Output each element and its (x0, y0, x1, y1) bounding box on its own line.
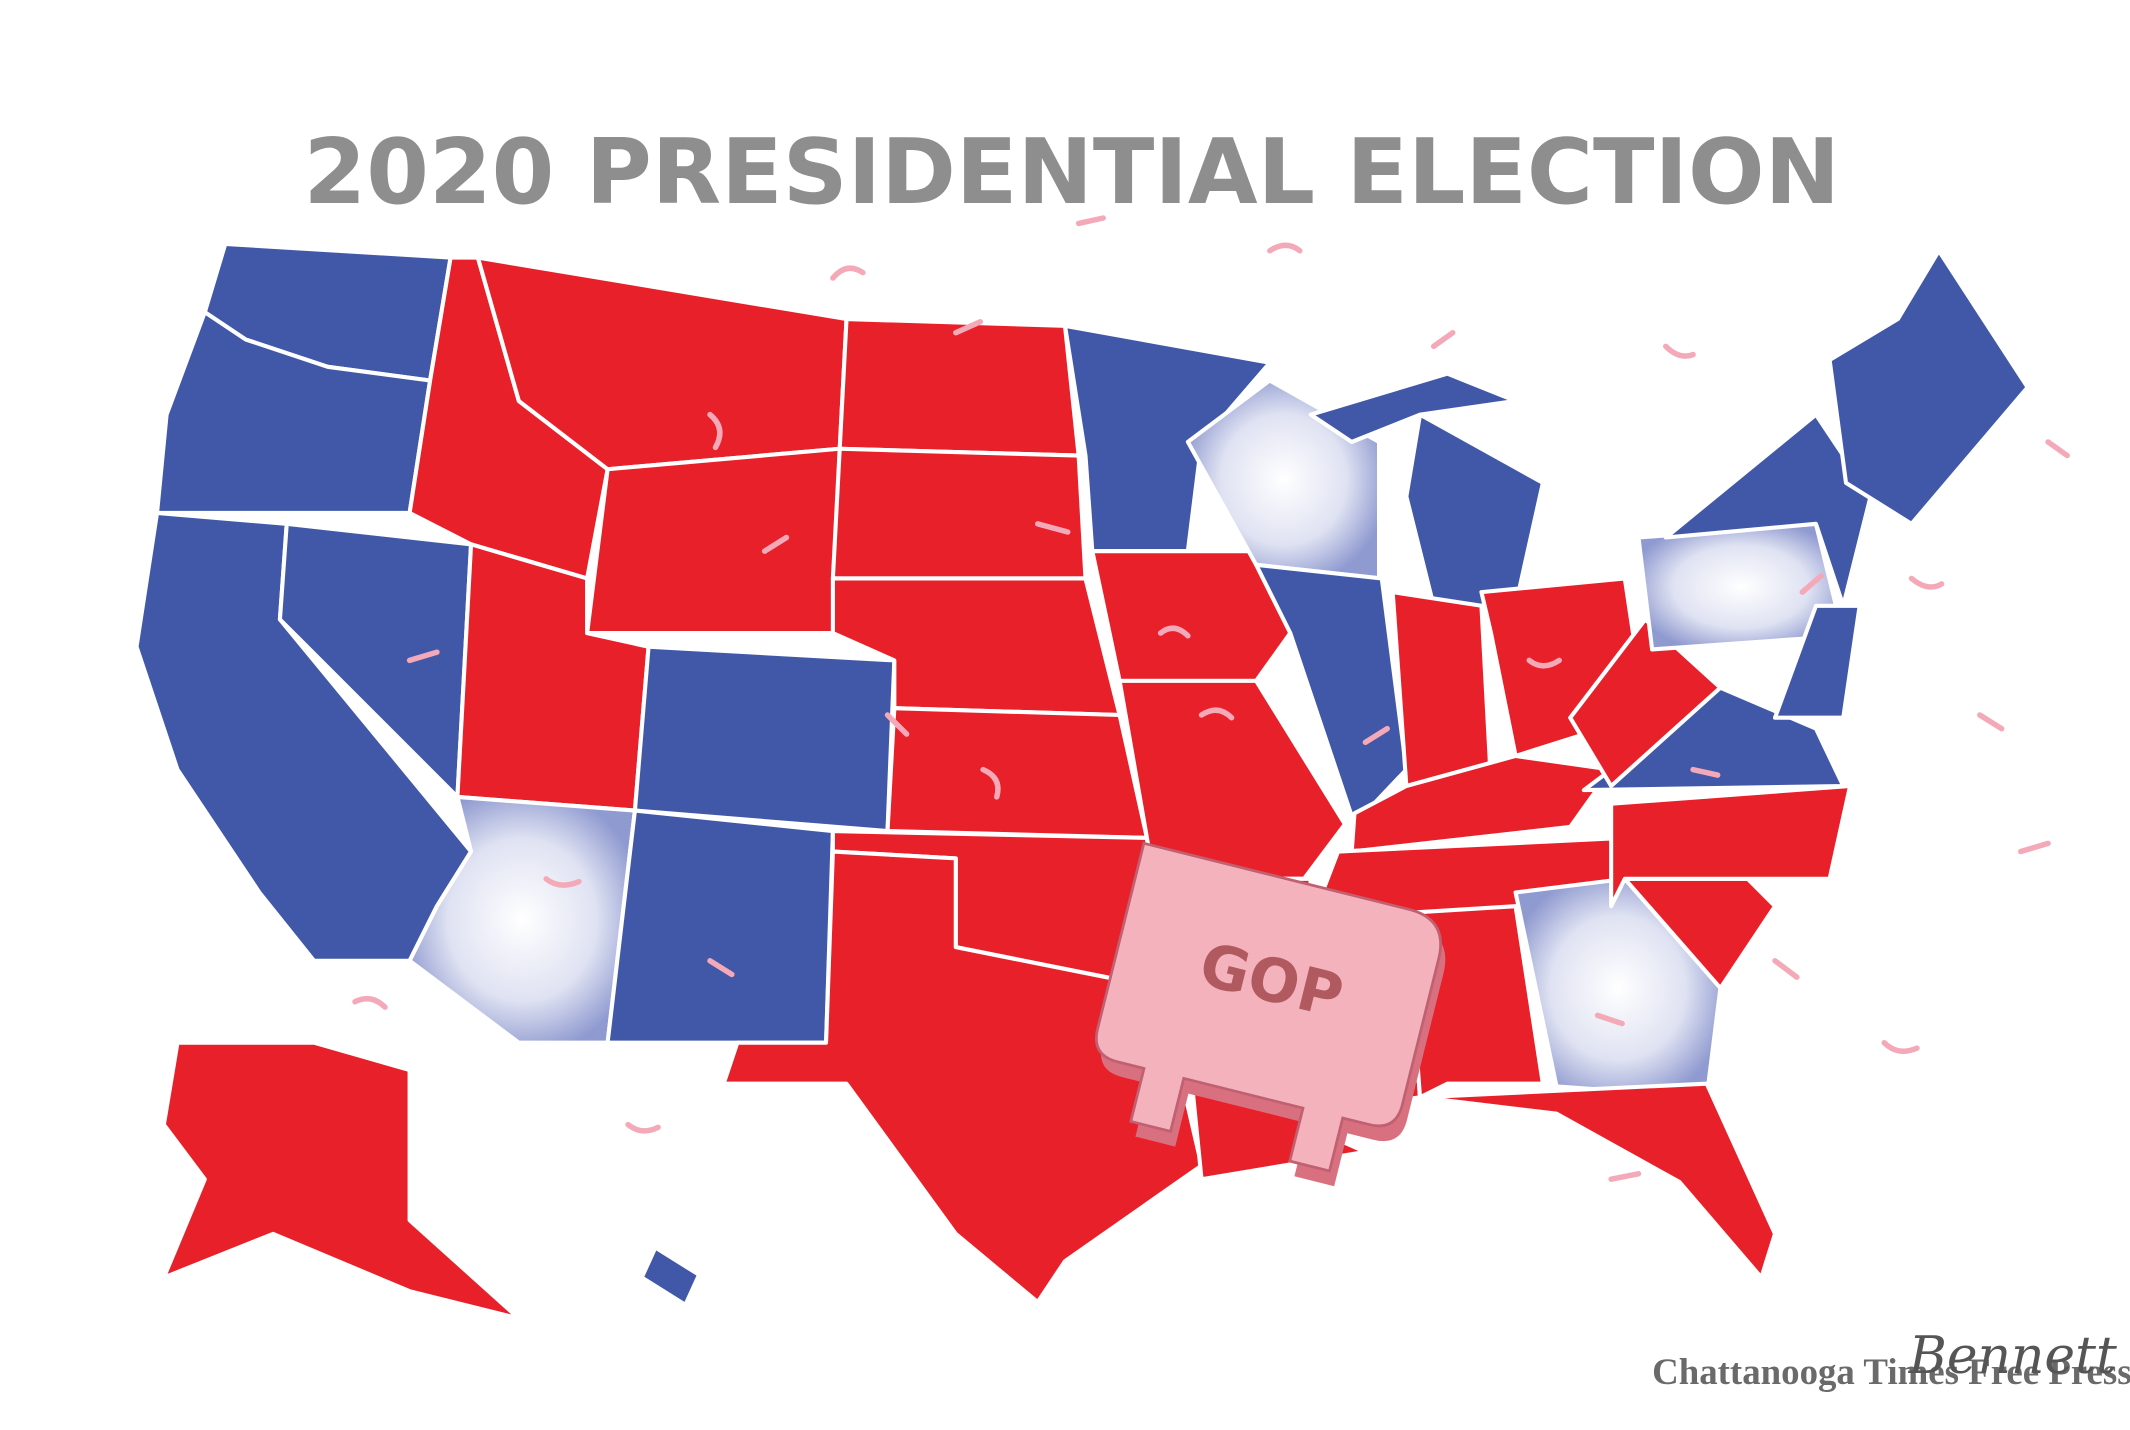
state (1254, 562, 1409, 827)
state (639, 1245, 702, 1307)
state (1404, 412, 1545, 608)
state (885, 706, 1149, 840)
publisher: Chattanooga Times Free Press (1652, 1351, 2130, 1392)
state (837, 316, 1081, 458)
us-map (134, 241, 2030, 1321)
state (1663, 412, 1873, 608)
state (1568, 617, 1723, 789)
state (1609, 783, 1853, 909)
state (585, 446, 842, 636)
state (1513, 876, 1723, 1100)
title: 2020 PRESIDENTIAL ELECTION (304, 120, 1841, 225)
state (1772, 603, 1862, 720)
state (161, 1040, 521, 1321)
state (721, 849, 1204, 1305)
state (605, 808, 835, 1045)
state (1390, 590, 1494, 789)
gop-elephant: GOP (1095, 841, 1446, 1187)
confetti (352, 215, 2070, 1182)
state (1827, 248, 2030, 526)
artist: Bennett (1908, 1326, 2117, 1386)
state (632, 644, 897, 834)
state (1308, 371, 1518, 444)
state (830, 446, 1088, 581)
state (1417, 1081, 1778, 1280)
state (1090, 549, 1293, 683)
